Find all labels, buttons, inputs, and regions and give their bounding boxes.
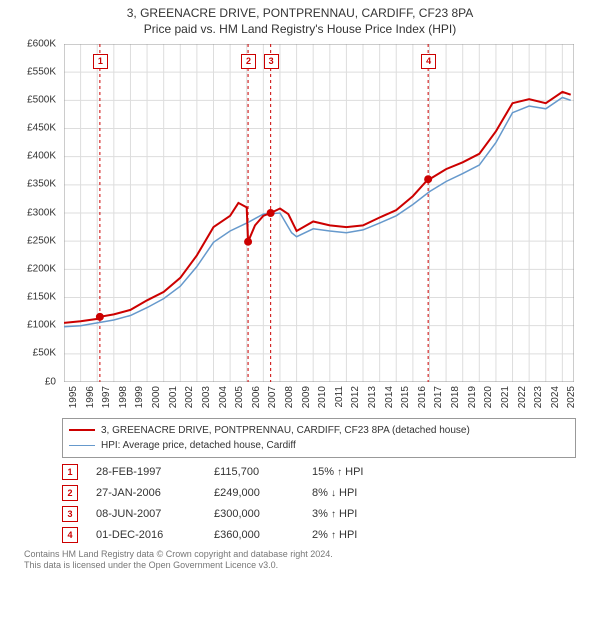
- y-axis-label: £500K: [27, 94, 56, 105]
- y-axis-label: £100K: [27, 320, 56, 331]
- chart-title-line1: 3, GREENACRE DRIVE, PONTPRENNAU, CARDIFF…: [10, 6, 590, 22]
- y-axis-label: £200K: [27, 263, 56, 274]
- legend-label: HPI: Average price, detached house, Card…: [101, 438, 296, 453]
- legend-swatch: [69, 445, 95, 446]
- transaction-row: 1 28-FEB-1997 £115,700 15% ↑ HPI: [62, 464, 576, 480]
- x-axis-label: 2000: [151, 386, 162, 408]
- x-axis-label: 2024: [550, 386, 561, 408]
- x-axis-label: 2008: [284, 386, 295, 408]
- y-axis-label: £600K: [27, 38, 56, 49]
- x-axis-label: 2020: [483, 386, 494, 408]
- x-axis-label: 1998: [118, 386, 129, 408]
- chart-container: 3, GREENACRE DRIVE, PONTPRENNAU, CARDIFF…: [0, 0, 600, 620]
- x-axis-label: 2015: [400, 386, 411, 408]
- transaction-number: 2: [62, 485, 78, 501]
- x-axis-label: 2002: [184, 386, 195, 408]
- transaction-row: 3 08-JUN-2007 £300,000 3% ↑ HPI: [62, 506, 576, 522]
- footer-line1: Contains HM Land Registry data © Crown c…: [24, 549, 576, 561]
- x-axis-label: 2005: [234, 386, 245, 408]
- transaction-table: 1 28-FEB-1997 £115,700 15% ↑ HPI 2 27-JAN-200…: [62, 464, 576, 543]
- transaction-marker-1: 1: [93, 54, 108, 69]
- transaction-dot-4: [424, 175, 432, 183]
- x-axis-label: 2009: [301, 386, 312, 408]
- transaction-number: 3: [62, 506, 78, 522]
- y-axis-label: £300K: [27, 207, 56, 218]
- x-axis-label: 2010: [317, 386, 328, 408]
- legend-label: 3, GREENACRE DRIVE, PONTPRENNAU, CARDIFF…: [101, 423, 470, 438]
- x-axis-label: 1997: [101, 386, 112, 408]
- legend-item: HPI: Average price, detached house, Card…: [69, 438, 569, 453]
- x-axis-label: 1996: [85, 386, 96, 408]
- transaction-diff: 3% ↑ HPI: [312, 508, 412, 520]
- x-axis-label: 2001: [168, 386, 179, 408]
- x-axis-label: 1999: [134, 386, 145, 408]
- transaction-diff: 2% ↑ HPI: [312, 529, 412, 541]
- footer-line2: This data is licensed under the Open Gov…: [24, 560, 576, 572]
- y-axis-label: £450K: [27, 123, 56, 134]
- x-axis-label: 2017: [433, 386, 444, 408]
- x-axis-label: 2012: [350, 386, 361, 408]
- chart-title-line2: Price paid vs. HM Land Registry's House …: [10, 22, 590, 36]
- transaction-price: £300,000: [214, 508, 294, 520]
- x-axis-label: 2011: [334, 386, 345, 408]
- y-axis-label: £350K: [27, 179, 56, 190]
- chart-area: £0 £50K £100K £150K £200K £250K £300K £350K £400…: [20, 40, 580, 412]
- chart-plot: [64, 44, 574, 382]
- x-axis-label: 2022: [517, 386, 528, 408]
- x-axis-label: 2007: [267, 386, 278, 408]
- transaction-date: 27-JAN-2006: [96, 487, 196, 499]
- y-axis-label: £550K: [27, 66, 56, 77]
- transaction-marker-3: 3: [264, 54, 279, 69]
- transaction-price: £115,700: [214, 466, 294, 478]
- x-axis-label: 2013: [367, 386, 378, 408]
- y-axis-label: £250K: [27, 235, 56, 246]
- y-axis-label: £0: [45, 376, 56, 387]
- transaction-dot-2: [244, 237, 252, 245]
- transaction-price: £360,000: [214, 529, 294, 541]
- x-axis-label: 2018: [450, 386, 461, 408]
- transaction-diff: 15% ↑ HPI: [312, 466, 412, 478]
- transaction-row: 4 01-DEC-2016 £360,000 2% ↑ HPI: [62, 527, 576, 543]
- x-axis-label: 2023: [533, 386, 544, 408]
- legend-swatch: [69, 429, 95, 431]
- transaction-date: 08-JUN-2007: [96, 508, 196, 520]
- x-axis-label: 1995: [68, 386, 79, 408]
- transaction-diff: 8% ↓ HPI: [312, 487, 412, 499]
- series-prop: [64, 91, 571, 322]
- x-axis-label: 2021: [500, 386, 511, 408]
- transaction-marker-4: 4: [421, 54, 436, 69]
- y-axis-label: £150K: [27, 292, 56, 303]
- transaction-dot-3: [267, 209, 275, 217]
- transaction-marker-2: 2: [241, 54, 256, 69]
- chart-legend: 3, GREENACRE DRIVE, PONTPRENNAU, CARDIFF…: [62, 418, 576, 458]
- x-axis-label: 2006: [251, 386, 262, 408]
- x-axis-label: 2004: [218, 386, 229, 408]
- x-axis-label: 2003: [201, 386, 212, 408]
- transaction-date: 01-DEC-2016: [96, 529, 196, 541]
- y-axis-label: £50K: [33, 348, 56, 359]
- transaction-price: £249,000: [214, 487, 294, 499]
- legend-item: 3, GREENACRE DRIVE, PONTPRENNAU, CARDIFF…: [69, 423, 569, 438]
- chart-footer: Contains HM Land Registry data © Crown c…: [24, 549, 576, 572]
- x-axis-label: 2025: [566, 386, 577, 408]
- transaction-dot-1: [96, 312, 104, 320]
- transaction-date: 28-FEB-1997: [96, 466, 196, 478]
- transaction-number: 1: [62, 464, 78, 480]
- x-axis-label: 2019: [467, 386, 478, 408]
- x-axis-label: 2014: [384, 386, 395, 408]
- x-axis-label: 2016: [417, 386, 428, 408]
- transaction-row: 2 27-JAN-2006 £249,000 8% ↓ HPI: [62, 485, 576, 501]
- transaction-number: 4: [62, 527, 78, 543]
- y-axis-label: £400K: [27, 151, 56, 162]
